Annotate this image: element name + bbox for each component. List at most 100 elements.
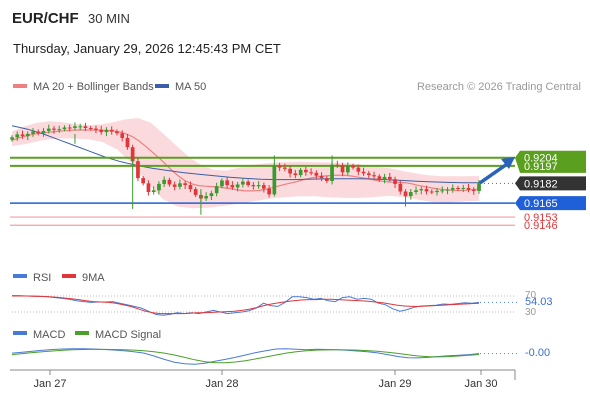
support-1-label: 0.9153 [524,212,558,224]
candle [340,162,345,177]
candle [88,125,93,131]
candle [73,122,77,131]
rsi-line [12,295,480,316]
candle [62,125,67,132]
pivot-label-bg [515,196,586,211]
last-price-label: 0.9182 [524,178,558,190]
ma50-line [11,125,479,184]
candle [477,179,481,194]
candle [214,182,219,197]
pivot-label: 0.9165 [524,198,558,210]
ma20-line [11,129,480,192]
candle [204,192,208,202]
x-tick-label: Jan 27 [33,378,66,390]
candle [157,181,161,195]
candle [466,184,471,193]
legend-ma20-label: MA 20 + Bollinger Bands [33,81,154,93]
candle [309,168,313,176]
candle [408,189,413,200]
candle [230,181,235,190]
candle [162,176,166,187]
candle [251,182,256,190]
candle [398,180,403,195]
candle [120,130,125,142]
candle [414,186,418,195]
candle [220,178,224,189]
legend-rsi-ma-swatch [62,274,76,278]
macd-panel [11,348,520,365]
candle [445,187,450,195]
candle [288,166,292,178]
candle [15,131,20,141]
candle [393,176,397,188]
legend-macd-signal-label: MACD Signal [95,329,161,341]
price-levels [10,156,515,226]
candle [461,184,466,193]
legend-macd-signal-swatch [75,331,89,335]
candle [372,171,376,180]
candle [377,174,382,182]
legend-macd-label: MACD [33,329,65,341]
legend-ma50-label: MA 50 [175,81,206,93]
candle [382,173,387,184]
macd-current-value: -0.00 [525,347,550,359]
resistance-badge-bg [515,150,586,173]
candle [450,184,455,193]
candle [78,123,83,131]
forecast-arrow-head [501,157,515,170]
candle [356,164,361,176]
candle [319,172,324,182]
rsi-ma-line [12,295,480,315]
legend-rsi-ma-label: 9MA [82,272,105,284]
resistance-2-label: 0.9197 [524,161,558,173]
candle [104,127,109,137]
candle [141,175,145,186]
candle [109,126,114,135]
trend-arrow [479,157,515,184]
candle [20,130,25,139]
candle [193,187,198,198]
candle [225,177,229,189]
candle [25,131,30,141]
x-axis-ticks: Jan 27 Jan 28 Jan 29 Jan 30 [33,370,498,390]
forecast-arrow-shaft [479,162,509,184]
copyright-label: Research © 2026 Trading Central [417,81,581,93]
candle [115,129,119,136]
candle [151,186,156,195]
rsi-current-value: 54.03 [525,296,553,308]
moving-averages [11,125,480,192]
candle [172,181,177,191]
candle [367,170,371,180]
candle [304,166,308,176]
candle [136,157,140,182]
legend-macd-swatch [13,331,27,335]
candle [471,187,476,195]
candle [388,172,392,182]
symbol-title: EUR/CHF [12,10,79,27]
x-tick-label: Jan 28 [205,378,238,390]
candle [10,135,14,142]
candle [456,185,460,191]
candle [83,122,88,132]
candle [335,160,340,168]
datetime-label: Thursday, January 29, 2026 12:45:43 PM C… [13,41,281,56]
candle [293,169,298,179]
legend-rsi-label: RSI [33,272,51,284]
candle [277,162,282,172]
candle [440,186,445,194]
candle [46,124,51,134]
candle [429,189,434,195]
candle [314,170,319,180]
candle [167,177,172,187]
candle [325,175,329,184]
resistance-1-label: 0.9204 [524,153,558,165]
candle [57,125,62,133]
candle [99,125,104,135]
candle [424,185,429,195]
x-tick-label: Jan 30 [464,378,497,390]
candle [298,167,303,178]
x-tick-label: Jan 29 [378,378,411,390]
